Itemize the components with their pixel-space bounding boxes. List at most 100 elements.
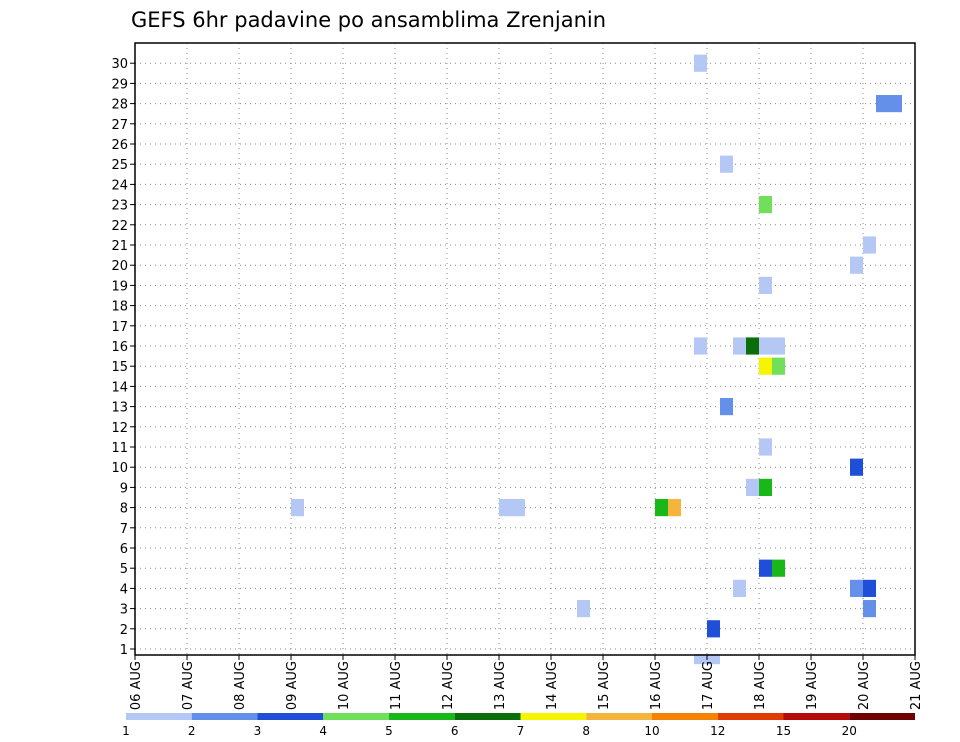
legend-label: 3 <box>254 724 262 738</box>
chart-title: GEFS 6hr padavine po ansamblima Zrenjani… <box>131 8 606 32</box>
y-tick-label: 12 <box>111 421 128 436</box>
y-tick-label: 26 <box>111 138 128 153</box>
precip-cell <box>876 95 889 113</box>
x-tick-label: 16 AUG <box>649 661 664 710</box>
legend-label: 20 <box>842 724 857 738</box>
y-tick-label: 24 <box>111 178 128 193</box>
precip-cell <box>720 155 733 173</box>
y-tick-label: 18 <box>111 300 128 315</box>
x-tick-label: 15 AUG <box>597 661 612 710</box>
y-tick-label: 25 <box>111 158 128 173</box>
y-tick-label: 21 <box>111 239 128 254</box>
legend-swatch <box>389 713 455 720</box>
legend-label: 15 <box>776 724 791 738</box>
precip-cell <box>733 337 746 355</box>
precip-cell <box>707 620 720 638</box>
precip-cell <box>850 458 863 476</box>
precip-cell <box>720 398 733 416</box>
precip-cell <box>668 499 681 517</box>
precip-cell <box>889 95 902 113</box>
data-cells <box>291 54 902 665</box>
precip-cell <box>759 276 772 294</box>
x-tick-label: 18 AUG <box>753 661 768 710</box>
legend-label: 7 <box>517 724 525 738</box>
precip-cell <box>733 579 746 597</box>
y-tick-label: 27 <box>111 118 128 133</box>
legend-swatch <box>717 713 784 720</box>
x-tick-label: 08 AUG <box>233 661 248 710</box>
precip-cell <box>694 337 707 355</box>
precip-cell <box>291 499 304 517</box>
y-tick-label: 2 <box>120 623 128 638</box>
legend-swatch <box>586 713 652 720</box>
precip-cell <box>772 559 785 577</box>
x-tick-label: 13 AUG <box>493 661 508 710</box>
precip-cell <box>746 337 759 355</box>
precip-cell <box>759 559 772 577</box>
grid-lines <box>135 43 915 655</box>
y-tick-label: 7 <box>120 522 128 537</box>
legend-label: 10 <box>644 724 659 738</box>
y-tick-label: 22 <box>111 219 128 234</box>
x-tick-label: 06 AUG <box>129 661 144 710</box>
legend-swatch <box>126 713 192 720</box>
legend-label: 8 <box>582 724 590 738</box>
precip-cell <box>850 256 863 274</box>
x-tick-label: 19 AUG <box>805 661 820 710</box>
precip-cell <box>707 654 720 665</box>
precip-cell <box>759 438 772 456</box>
y-tick-label: 30 <box>111 57 128 72</box>
precip-cell <box>863 600 876 618</box>
legend-swatch <box>849 713 915 720</box>
precip-cell <box>499 499 512 517</box>
y-tick-label: 13 <box>111 401 128 416</box>
precip-cell <box>772 357 785 375</box>
y-tick-label: 8 <box>120 502 128 517</box>
precip-cell <box>772 337 785 355</box>
y-tick-label: 29 <box>111 77 128 92</box>
precip-cell <box>759 478 772 496</box>
legend-swatch <box>783 713 850 720</box>
legend-swatch <box>323 713 389 720</box>
color-legend: 1 2 3 4 5 6 7 8 10 12 15 20 <box>122 713 915 738</box>
legend-label: 4 <box>319 724 327 738</box>
legend-label: 12 <box>710 724 725 738</box>
precip-cell <box>863 579 876 597</box>
y-tick-label: 19 <box>111 279 128 294</box>
x-tick-label: 09 AUG <box>285 661 300 710</box>
x-tick-label: 11 AUG <box>389 661 404 710</box>
x-tick-label: 21 AUG <box>909 661 924 710</box>
legend-swatch <box>520 713 587 720</box>
legend-label: 1 <box>122 724 130 738</box>
y-tick-label: 15 <box>111 360 128 375</box>
y-tick-label: 23 <box>111 199 128 214</box>
legend-swatch <box>257 713 324 720</box>
x-tick-label: 07 AUG <box>181 661 196 710</box>
y-tick-label: 20 <box>111 259 128 274</box>
precip-cell <box>746 478 759 496</box>
precip-cell <box>512 499 525 517</box>
y-tick-label: 11 <box>111 441 128 456</box>
y-tick-label: 9 <box>120 481 128 496</box>
precip-cell <box>694 54 707 72</box>
y-tick-label: 4 <box>120 582 128 597</box>
x-tick-label: 14 AUG <box>545 661 560 710</box>
y-tick-label: 1 <box>120 643 128 658</box>
precip-cell <box>694 654 707 665</box>
x-tick-label: 20 AUG <box>857 661 872 710</box>
legend-swatch <box>191 713 258 720</box>
y-tick-label: 17 <box>111 320 128 335</box>
y-tick-label: 10 <box>111 461 128 476</box>
legend-label: 2 <box>188 724 196 738</box>
precip-cell <box>863 236 876 254</box>
y-tick-label: 16 <box>111 340 128 355</box>
y-tick-label: 14 <box>111 380 128 395</box>
precip-cell <box>759 337 772 355</box>
legend-label: 6 <box>451 724 459 738</box>
x-tick-label: 10 AUG <box>337 661 352 710</box>
legend-swatch <box>454 713 521 720</box>
legend-label: 5 <box>385 724 393 738</box>
plot-frame <box>134 42 916 656</box>
y-tick-label: 6 <box>120 542 128 557</box>
precip-cell <box>655 499 668 517</box>
